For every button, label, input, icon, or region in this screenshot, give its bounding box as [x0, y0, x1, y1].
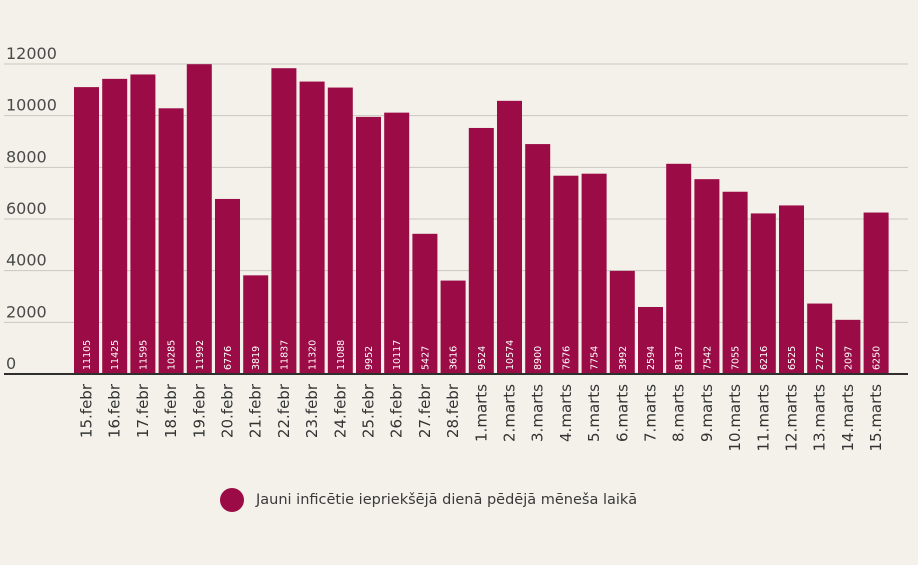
data-label: 9952	[364, 346, 375, 370]
bar	[468, 127, 494, 374]
bar	[384, 112, 410, 374]
data-label: 2727	[815, 346, 826, 370]
bar	[581, 173, 607, 374]
x-tick-label: 4.marts	[557, 384, 575, 442]
x-tick-label: 25.febr	[360, 383, 378, 438]
x-tick-label: 14.marts	[839, 384, 857, 452]
data-label: 11105	[82, 340, 93, 370]
data-label: 7055	[731, 346, 742, 370]
legend: Jauni inficētie iepriekšējā dienā pēdējā…	[220, 488, 637, 512]
data-label: 7676	[561, 346, 572, 370]
legend-label: Jauni inficētie iepriekšējā dienā pēdējā…	[256, 492, 638, 508]
data-label: 8900	[533, 346, 544, 370]
x-tick-label: 7.marts	[642, 384, 660, 442]
legend-marker	[220, 488, 244, 512]
x-tick-label: 26.febr	[388, 383, 406, 438]
data-label: 7542	[702, 346, 713, 370]
data-label: 6216	[759, 346, 770, 370]
data-label: 6776	[223, 346, 234, 370]
bar	[215, 198, 240, 374]
x-tick-label: 22.febr	[275, 383, 293, 438]
bar	[158, 108, 184, 374]
y-tick-label: 0	[6, 354, 16, 373]
x-tick-label: 15.febr	[78, 383, 96, 438]
bar	[102, 78, 128, 375]
y-tick-label: 2000	[6, 302, 47, 321]
data-label: 11088	[336, 340, 347, 370]
data-label: 5427	[420, 346, 431, 370]
data-label: 7754	[590, 346, 601, 370]
x-tick-label: 10.marts	[726, 384, 744, 452]
bar	[356, 116, 381, 374]
data-label: 3819	[251, 346, 262, 370]
bar	[553, 175, 579, 374]
bar	[807, 303, 833, 374]
y-tick-label: 10000	[6, 96, 57, 115]
bar	[243, 275, 269, 374]
x-tick-label: 1.marts	[472, 384, 490, 442]
x-tick-label: 6.marts	[613, 384, 631, 442]
x-tick-label: 16.febr	[106, 383, 124, 438]
bar	[497, 100, 522, 375]
bar	[666, 163, 692, 374]
bar	[722, 191, 748, 374]
y-tick-label: 8000	[6, 147, 47, 166]
y-tick-label: 6000	[6, 199, 47, 218]
bar	[299, 81, 325, 375]
data-label: 2594	[646, 346, 657, 370]
bar	[779, 205, 804, 374]
x-tick-label: 19.febr	[190, 383, 208, 438]
x-tick-label: 21.febr	[247, 383, 265, 438]
bar	[130, 74, 156, 375]
data-label: 9524	[477, 346, 488, 370]
x-tick-label: 11.marts	[754, 384, 772, 452]
data-label: 11992	[195, 340, 206, 370]
data-label: 3992	[618, 346, 629, 370]
x-tick-label: 2.marts	[501, 384, 519, 442]
data-label: 11837	[279, 340, 290, 370]
y-tick-label: 12000	[6, 44, 57, 63]
x-tick-label: 24.febr	[331, 383, 349, 438]
bar	[750, 213, 776, 374]
bar	[835, 319, 861, 374]
bar	[186, 64, 212, 374]
bar	[327, 87, 353, 374]
x-tick-label: 18.febr	[162, 383, 180, 438]
x-tick-label: 3.marts	[529, 384, 547, 442]
bar	[863, 212, 889, 374]
data-label: 2097	[843, 346, 854, 370]
x-tick-label: 15.marts	[867, 384, 885, 452]
data-label: 3616	[449, 346, 460, 370]
x-tick-label: 23.febr	[303, 383, 321, 438]
x-tick-label: 5.marts	[585, 384, 603, 442]
data-label: 10117	[392, 340, 403, 370]
x-tick-label: 8.marts	[670, 384, 688, 442]
y-tick-label: 4000	[6, 251, 47, 270]
data-label: 8137	[674, 346, 685, 370]
bar	[412, 233, 438, 374]
x-tick-label: 20.febr	[219, 383, 237, 438]
bar	[694, 179, 720, 374]
bar	[74, 87, 99, 374]
bar	[525, 144, 551, 374]
bar	[638, 306, 663, 374]
data-label: 6525	[787, 346, 798, 370]
data-label: 10285	[167, 340, 178, 370]
x-tick-label: 17.febr	[134, 383, 152, 438]
data-label: 11320	[308, 340, 319, 370]
x-tick-label: 28.febr	[444, 383, 462, 438]
bar	[440, 280, 466, 374]
bar	[609, 270, 635, 374]
x-tick-label: 12.marts	[783, 384, 801, 452]
x-tick-label: 27.febr	[416, 383, 434, 438]
x-tick-label: 9.marts	[698, 384, 716, 442]
data-label: 11595	[138, 340, 149, 370]
data-label: 6250	[872, 346, 883, 370]
bar	[271, 68, 297, 375]
data-label: 11425	[110, 340, 121, 370]
x-tick-label: 13.marts	[811, 384, 829, 452]
data-label: 10574	[505, 340, 516, 370]
